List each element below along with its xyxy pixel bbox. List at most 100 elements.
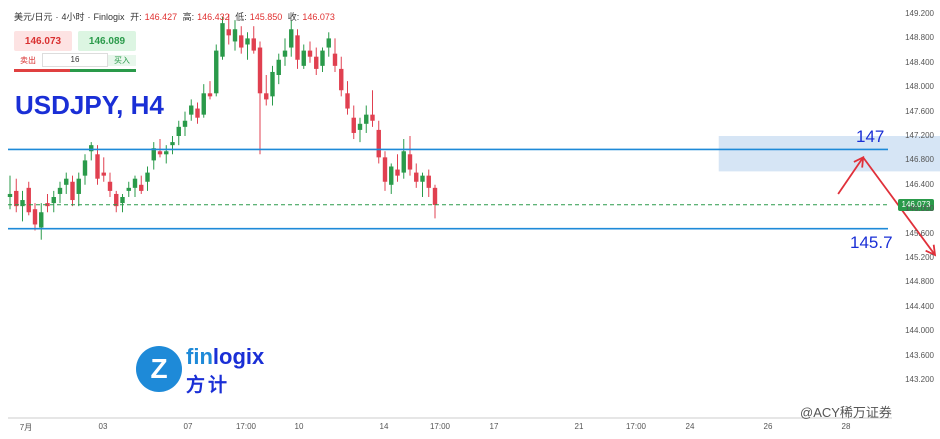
candle	[120, 193, 125, 213]
current-price-tag: 146.073	[898, 198, 934, 211]
candle	[26, 181, 31, 216]
candle-body	[257, 47, 263, 94]
y-tick-label: 147.200	[905, 131, 934, 140]
candle	[432, 184, 438, 219]
y-tick-label: 148.000	[905, 82, 934, 92]
logo-wordmark: finlogix	[186, 344, 265, 369]
candle	[357, 117, 363, 143]
candle	[239, 26, 244, 54]
candle-body	[370, 114, 375, 121]
candle	[70, 175, 75, 207]
candle	[226, 14, 231, 45]
candle-body	[426, 175, 431, 188]
supply-zone	[718, 136, 940, 172]
candle	[89, 142, 94, 161]
x-tick-label: 26	[763, 422, 773, 431]
candle	[295, 29, 300, 69]
candle-body	[157, 151, 163, 155]
x-tick-label: 28	[841, 422, 851, 431]
candle-body	[89, 145, 94, 152]
support-level-label: 145.7	[850, 232, 893, 252]
x-tick-label: 7月	[19, 423, 33, 432]
y-tick-label: 147.600	[905, 106, 934, 116]
candle	[39, 203, 44, 240]
candle	[220, 17, 225, 60]
candle-body	[376, 129, 381, 158]
candle-body	[289, 29, 294, 48]
low-value: 145.850	[249, 12, 283, 22]
candle	[95, 145, 100, 185]
y-tick-label: 145.200	[905, 253, 934, 262]
candle-body	[214, 50, 219, 94]
candle-body	[382, 157, 388, 182]
candle	[395, 154, 400, 182]
candle-body	[64, 178, 69, 185]
candle	[207, 81, 213, 100]
candle	[289, 20, 294, 57]
x-tick-label: 10	[294, 422, 304, 431]
candle-body	[395, 169, 400, 176]
candle	[282, 38, 288, 66]
candle	[376, 120, 381, 164]
candle	[139, 175, 144, 194]
candle	[345, 81, 350, 115]
quantity-input[interactable]: 16	[42, 53, 108, 67]
header-broker: Finlogix	[93, 12, 125, 22]
sell-button[interactable]: 卖出	[20, 55, 36, 65]
watermark: @ACY稀万证券	[800, 405, 892, 420]
logo-mark-icon: Z	[136, 346, 182, 392]
candle	[14, 178, 19, 213]
candle-body	[195, 108, 200, 118]
candle	[251, 26, 256, 54]
open-label: 开:	[130, 12, 142, 22]
high-value: 146.432	[197, 12, 230, 22]
candle-body	[82, 160, 88, 176]
candle-body	[389, 166, 394, 185]
buy-price-button[interactable]: 146.089	[78, 31, 136, 51]
candle-body	[101, 172, 106, 176]
candle-body	[45, 203, 50, 207]
candle	[401, 139, 406, 179]
order-row: 卖出 16 买入	[14, 53, 136, 67]
candle-body	[126, 187, 131, 191]
candle-body	[276, 59, 281, 75]
candle	[189, 99, 194, 121]
y-tick-label: 143.600	[905, 350, 934, 360]
sell-price-button[interactable]: 146.073	[14, 31, 72, 51]
candle-body	[320, 50, 325, 66]
candle	[270, 65, 275, 106]
candle-body	[332, 53, 338, 66]
candle	[114, 190, 119, 213]
candle	[20, 190, 25, 222]
open-value: 146.427	[144, 12, 178, 22]
candle	[157, 139, 163, 158]
y-tick-label: 144.400	[905, 301, 934, 311]
candle-body	[251, 38, 256, 51]
candle-body	[345, 93, 350, 109]
buy-button[interactable]: 买入	[108, 54, 136, 66]
candle-body	[282, 50, 288, 57]
x-tick-label: 17:00	[625, 422, 647, 431]
candle	[364, 105, 369, 133]
candle-body	[182, 120, 188, 127]
candle	[420, 172, 425, 197]
candle-body	[414, 172, 419, 182]
candle-body	[132, 178, 138, 188]
candle	[214, 44, 219, 97]
candle	[107, 172, 113, 197]
candle-body	[420, 175, 425, 182]
candle	[232, 20, 238, 51]
candle-body	[120, 197, 125, 204]
y-tick-label: 144.000	[905, 326, 934, 336]
candle	[245, 32, 250, 60]
candle-body	[220, 23, 225, 57]
candle	[370, 90, 375, 127]
candle-body	[170, 142, 175, 146]
candle-body	[432, 187, 438, 205]
candle-body	[407, 154, 413, 170]
candle-body	[164, 151, 169, 155]
candle-body	[70, 181, 75, 201]
finlogix-logo: Z finlogix 方计	[136, 344, 281, 396]
candle	[314, 47, 319, 75]
